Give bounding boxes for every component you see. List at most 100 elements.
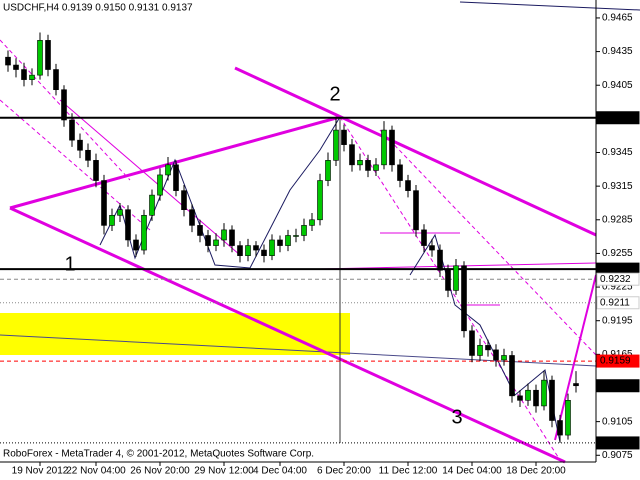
- wave-label: 1: [64, 253, 75, 275]
- candle-body: [309, 219, 315, 226]
- candle-body: [117, 209, 123, 216]
- y-tick-label: 0.9255: [602, 248, 633, 259]
- candle-body: [61, 89, 67, 121]
- wave-line: [409, 233, 561, 443]
- candle-body: [37, 40, 43, 76]
- trend-line: [0, 39, 131, 181]
- price-label-box: [596, 379, 640, 393]
- wave-label: 3: [451, 406, 462, 428]
- candle-body: [421, 229, 427, 246]
- price-label-box: [596, 272, 640, 286]
- candle-body: [45, 40, 51, 70]
- candle-body: [5, 56, 11, 66]
- x-tick-label: 22 Nov 04:00: [66, 466, 126, 477]
- y-tick-label: 0.9405: [602, 80, 633, 91]
- price-label: 0.9241: [600, 264, 631, 275]
- trend-line: [459, 1, 640, 11]
- candle-body: [213, 239, 219, 246]
- candle-body: [333, 129, 339, 161]
- candle-body: [469, 330, 475, 356]
- candle-body: [461, 265, 467, 332]
- y-tick-label: 0.9465: [602, 13, 633, 24]
- candle-body: [301, 225, 307, 236]
- x-tick-label: 11 Dec 12:00: [379, 466, 438, 477]
- candle-body: [53, 69, 59, 91]
- trend-line: [379, 129, 597, 356]
- candle-body: [181, 190, 187, 210]
- candle-body: [317, 180, 323, 221]
- candle-body: [525, 389, 531, 401]
- y-tick-label: 0.9195: [602, 315, 633, 326]
- candle-body: [397, 164, 403, 181]
- axis: 0.9465 0.9435 0.9405 0.9345 0.9315 0.9285 0.92…: [12, 13, 640, 477]
- trend-line: [59, 99, 241, 256]
- trend-line: [234, 66, 597, 237]
- y-tick-label: 0.9105: [602, 416, 633, 427]
- candle-body: [261, 249, 267, 256]
- y-tick-label: 0.9315: [602, 181, 633, 192]
- candle-body: [557, 420, 563, 436]
- candle-body: [437, 249, 443, 271]
- candle-body: [517, 395, 523, 401]
- candle-body: [357, 160, 363, 166]
- footer: RoboForex - MetaTrader 4, © 2001-2012, M…: [3, 449, 314, 460]
- candle-body: [141, 215, 147, 251]
- candle-body: [205, 235, 211, 246]
- candle-body: [285, 235, 291, 246]
- candle-body: [493, 349, 499, 361]
- x-tick-label: 29 Nov 12:00: [194, 466, 254, 477]
- wave-label: 2: [329, 83, 340, 105]
- candle-body: [453, 265, 459, 291]
- candle-body: [165, 164, 171, 176]
- candle-body: [245, 245, 251, 256]
- candle-body: [325, 160, 331, 181]
- candle-body: [133, 239, 139, 251]
- candle-body: [405, 180, 411, 191]
- candle-body: [365, 160, 371, 171]
- y-tick-label: 0.9285: [602, 214, 633, 225]
- price-label: 0.9376: [600, 112, 631, 123]
- candle-body: [445, 269, 451, 291]
- candle-body: [109, 215, 115, 226]
- price-label: 0.9232: [600, 274, 631, 285]
- candle-body: [253, 245, 259, 251]
- candle-body: [85, 149, 91, 161]
- candle-body: [373, 164, 379, 171]
- candle-body: [21, 69, 27, 80]
- candle-body: [13, 64, 19, 70]
- candle-body: [509, 355, 515, 397]
- y-tick-label: 0.9075: [602, 450, 633, 461]
- x-tick-label: 18 Dec 20:00: [506, 466, 566, 477]
- y-tick-label: 0.9225: [602, 282, 633, 293]
- candle-body: [69, 119, 75, 141]
- drawings: [0, 1, 640, 464]
- levels: [0, 116, 596, 444]
- x-tick-label: 14 Dec 04:00: [442, 466, 502, 477]
- candle-body: [429, 245, 435, 251]
- zone: [0, 313, 350, 355]
- x-tick-label: 19 Nov 2012: [12, 466, 69, 477]
- y-tick-label: 0.9435: [602, 46, 633, 57]
- candle-body: [189, 209, 195, 226]
- x-tick-label: 6 Dec 20:00: [317, 466, 371, 477]
- candle-body: [197, 225, 203, 236]
- candle-body: [349, 144, 355, 166]
- price-label-box: [596, 436, 640, 450]
- candle-body: [485, 345, 491, 351]
- chart-title: USDCHF,H4 0.9139 0.9150 0.9131 0.9137: [3, 3, 193, 14]
- candle-body: [269, 239, 275, 256]
- candle-body: [93, 160, 99, 181]
- candles: [5, 32, 579, 443]
- trend-line: [0, 99, 151, 231]
- candle-body: [565, 400, 571, 436]
- price-label: 0.9159: [600, 356, 631, 367]
- candle-body: [389, 129, 395, 166]
- x-tick-label: 4 Dec 04:00: [253, 466, 307, 477]
- candle-body: [125, 209, 131, 241]
- price-label-box: [596, 354, 640, 368]
- candle-body: [549, 379, 555, 421]
- price-label: 0.9137: [600, 380, 631, 391]
- candle-body: [293, 235, 299, 237]
- price-label-box: [596, 296, 640, 310]
- candle-body: [477, 345, 483, 356]
